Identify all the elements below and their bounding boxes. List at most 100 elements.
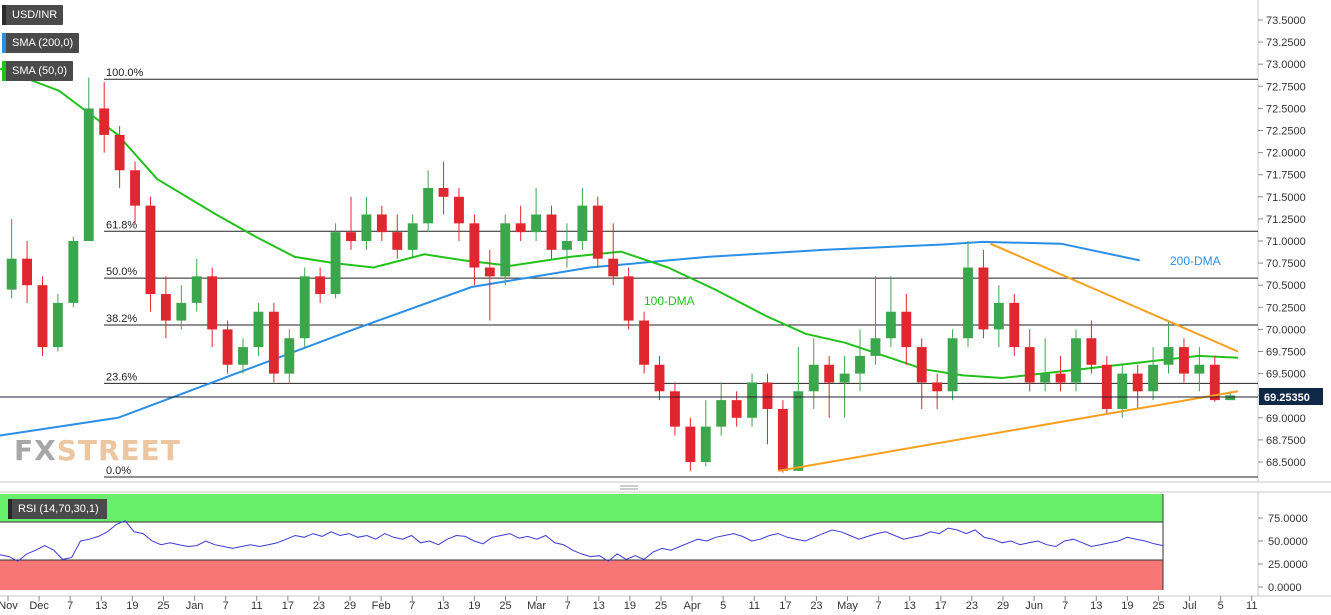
dma100-annotation: 100-DMA bbox=[644, 294, 695, 308]
legend-rsi[interactable]: RSI (14,70,30,1) bbox=[8, 499, 107, 519]
price-tick-label: 69.0000 bbox=[1266, 413, 1306, 425]
candle-body bbox=[1009, 302, 1020, 348]
date-tick-label: 25 bbox=[499, 600, 511, 612]
candle-body bbox=[222, 329, 233, 365]
rsi-tick-label: 0.0000 bbox=[1268, 582, 1302, 594]
date-tick-label: 23 bbox=[313, 600, 325, 612]
price-tick-label: 70.0000 bbox=[1266, 324, 1306, 336]
date-tick-label: 11 bbox=[1246, 600, 1257, 612]
price-tick-label: 71.7500 bbox=[1266, 170, 1306, 182]
candle-body bbox=[1194, 364, 1205, 374]
date-tick-label: 13 bbox=[904, 600, 916, 612]
sma50-line bbox=[0, 67, 1239, 380]
price-tick-label: 72.0000 bbox=[1266, 148, 1306, 160]
current-price-label: 69.25350 bbox=[1264, 392, 1310, 404]
trendline bbox=[777, 390, 1239, 472]
trendlines bbox=[777, 242, 1239, 472]
date-tick-label: 29 bbox=[997, 600, 1009, 612]
candle-body bbox=[6, 258, 17, 290]
candle-body bbox=[130, 170, 140, 206]
candle-body bbox=[562, 241, 572, 250]
date-tick-label: 23 bbox=[966, 600, 978, 612]
candle-body bbox=[1071, 338, 1081, 383]
rsi-swatch bbox=[8, 499, 12, 519]
price-tick-label: 73.5000 bbox=[1266, 15, 1306, 27]
date-tick-label: 7 bbox=[1062, 600, 1068, 612]
candle-body bbox=[22, 258, 33, 286]
candle-body bbox=[392, 232, 403, 250]
candle-body bbox=[268, 311, 279, 374]
candle-body bbox=[1101, 364, 1112, 409]
candle-body bbox=[191, 276, 202, 303]
date-tick-label: Mar bbox=[527, 600, 546, 612]
candle-body bbox=[145, 205, 156, 295]
rsi-tick-label: 75.0000 bbox=[1268, 513, 1308, 525]
candle-body bbox=[608, 258, 619, 277]
date-tick-label: Dec bbox=[29, 600, 49, 612]
candle-body bbox=[762, 382, 773, 409]
price-tick-label: 71.2500 bbox=[1266, 214, 1306, 226]
price-tick-label: 68.5000 bbox=[1266, 457, 1306, 469]
date-tick-label: 7 bbox=[67, 600, 73, 612]
price-tick-label: 72.7500 bbox=[1266, 81, 1306, 93]
date-tick-label: 19 bbox=[468, 600, 480, 612]
date-tick-label: 19 bbox=[126, 600, 138, 612]
candle-body bbox=[870, 338, 881, 356]
candle-body bbox=[99, 108, 110, 135]
date-tick-label: 5 bbox=[1218, 600, 1224, 612]
date-tick-label: 23 bbox=[810, 600, 822, 612]
rsi-panel: 75.0000 50.0000 25.0000 0.0000 bbox=[0, 513, 1308, 594]
fib-label: 0.0% bbox=[106, 465, 131, 477]
price-tick-label: 70.7500 bbox=[1266, 258, 1306, 270]
panel-splitter-handle[interactable] bbox=[620, 485, 638, 490]
candle-body bbox=[824, 364, 835, 383]
candle-body bbox=[669, 391, 680, 427]
legend-sma200-label: SMA (200,0) bbox=[12, 37, 74, 49]
date-tick-label: 7 bbox=[565, 600, 571, 612]
candle-body bbox=[376, 214, 387, 233]
candle-body bbox=[1024, 347, 1035, 383]
candle-body bbox=[932, 382, 943, 392]
candle-body bbox=[407, 223, 418, 250]
date-tick-label: Feb bbox=[372, 600, 391, 612]
fib-label: 23.6% bbox=[106, 371, 137, 383]
candle-body bbox=[346, 232, 356, 241]
legend-sma50[interactable]: SMA (50,0) bbox=[2, 61, 74, 81]
rsi-line bbox=[0, 520, 1164, 562]
legend-symbol[interactable]: USD/INR bbox=[2, 5, 64, 25]
sma200-line bbox=[0, 240, 1140, 437]
candle-body bbox=[253, 311, 264, 348]
date-tick-label: Nov bbox=[0, 600, 18, 612]
candle-body bbox=[639, 320, 650, 365]
symbol-swatch bbox=[2, 5, 6, 25]
candle-body bbox=[654, 364, 665, 392]
price-tick-label: 73.0000 bbox=[1266, 59, 1306, 71]
candle-body bbox=[901, 311, 912, 348]
price-tick-label: 72.5000 bbox=[1266, 103, 1306, 115]
price-tick-label: 71.5000 bbox=[1266, 192, 1306, 204]
candle-body bbox=[839, 373, 850, 383]
rsi-tick-label: 25.0000 bbox=[1268, 559, 1308, 571]
fib-label: 50.0% bbox=[106, 266, 137, 278]
rsi-tick-label: 50.0000 bbox=[1268, 536, 1308, 548]
date-tick-label: 19 bbox=[624, 600, 636, 612]
candle-body bbox=[52, 302, 63, 348]
candle-body bbox=[1225, 395, 1236, 401]
date-tick-label: 7 bbox=[409, 600, 415, 612]
price-tick-label: 69.7500 bbox=[1266, 347, 1306, 359]
fib-label: 100.0% bbox=[106, 67, 144, 79]
candle-body bbox=[947, 338, 958, 392]
date-tick-label: 17 bbox=[779, 600, 791, 612]
date-tick-label: 17 bbox=[935, 600, 947, 612]
candle-body bbox=[577, 205, 588, 241]
candle-body bbox=[1148, 364, 1159, 392]
candle-body bbox=[68, 241, 79, 303]
date-tick-label: 5 bbox=[720, 600, 726, 612]
candle-body bbox=[1209, 364, 1220, 401]
candle-body bbox=[855, 355, 865, 374]
candle-body bbox=[515, 223, 526, 233]
candle-body bbox=[315, 276, 326, 295]
price-tick-label: 73.2500 bbox=[1266, 37, 1306, 49]
legend-sma200[interactable]: SMA (200,0) bbox=[2, 33, 80, 53]
